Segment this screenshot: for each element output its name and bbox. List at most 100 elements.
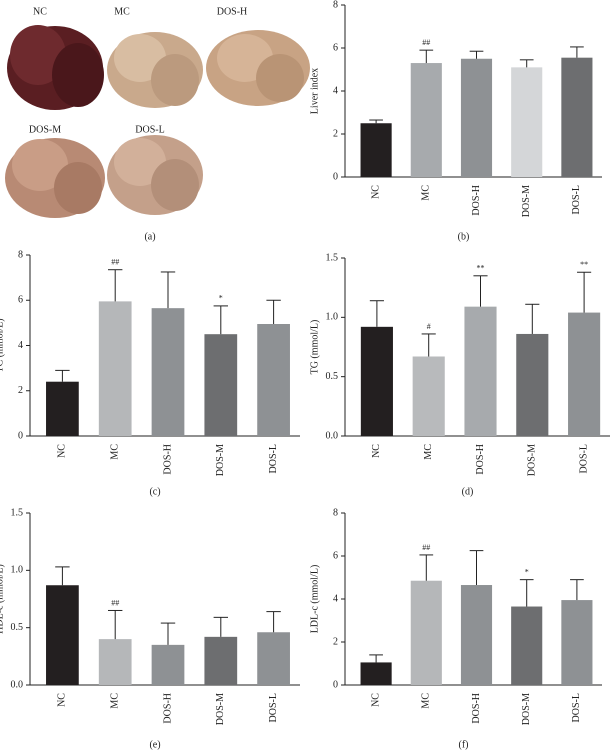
x-tick-label: MC	[423, 444, 434, 460]
photo-label: DOS-H	[217, 6, 248, 17]
x-tick-label: MC	[421, 185, 432, 201]
x-tick-label: DOS-M	[521, 693, 532, 725]
x-tick-label: DOS-L	[268, 693, 279, 722]
x-tick-label: DOS-H	[471, 185, 482, 216]
bar	[257, 324, 290, 436]
significance-label: ##	[111, 258, 119, 267]
y-tick-label: 0	[18, 430, 23, 441]
y-tick-label: 8	[333, 0, 338, 10]
y-tick-label: 4	[333, 593, 338, 604]
y-tick-label: 0.5	[11, 622, 24, 633]
liver-mc	[107, 32, 203, 108]
photo-label: DOS-L	[135, 124, 164, 135]
bar	[568, 312, 601, 436]
bar	[412, 356, 445, 436]
x-tick-label: NC	[370, 693, 381, 707]
x-tick-label: DOS-L	[268, 444, 279, 473]
liver-dos-m	[5, 138, 105, 218]
bar	[151, 644, 185, 685]
y-tick-label: 0	[333, 679, 338, 690]
bar	[464, 306, 497, 436]
panel-caption: (c)	[149, 486, 160, 497]
y-tick-label: 1.5	[11, 507, 24, 518]
x-tick-label: DOS-L	[571, 185, 582, 214]
y-tick-label: 1.0	[11, 565, 24, 576]
x-tick-label: NC	[371, 444, 382, 458]
y-tick-label: 0.0	[326, 430, 339, 441]
bar	[410, 580, 442, 685]
bar	[46, 585, 79, 685]
y-tick-label: 8	[333, 507, 338, 518]
significance-label: **	[477, 264, 485, 273]
bar	[360, 326, 393, 436]
bar	[98, 639, 132, 685]
significance-label: ##	[111, 598, 119, 607]
y-tick-label: 1.5	[326, 252, 339, 263]
panel-caption: (e)	[149, 739, 160, 750]
y-tick-label: 2	[333, 128, 338, 139]
x-tick-label: DOS-M	[521, 185, 532, 217]
y-tick-label: 6	[333, 550, 338, 561]
bar	[360, 123, 392, 177]
bar	[151, 308, 185, 436]
liver-nc	[7, 25, 104, 110]
y-axis-label: HDL-c (mmol/L)	[0, 564, 5, 634]
x-tick-label: NC	[57, 693, 68, 707]
liver-photos	[5, 25, 310, 218]
significance-label: ##	[422, 543, 430, 552]
x-tick-label: MC	[109, 444, 120, 460]
photo-label: MC	[114, 6, 130, 17]
x-tick-label: NC	[57, 444, 68, 458]
y-tick-label: 4	[333, 85, 338, 96]
bar	[360, 662, 392, 685]
y-tick-label: 1.0	[326, 312, 339, 323]
y-axis-label: Liver index	[309, 68, 320, 114]
significance-label: **	[580, 260, 588, 269]
bar	[204, 334, 238, 436]
x-tick-label: DOS-L	[578, 444, 589, 473]
x-tick-label: MC	[109, 693, 120, 709]
y-tick-label: 6	[18, 295, 23, 306]
panel-caption: (d)	[462, 486, 474, 497]
x-tick-label: NC	[370, 185, 381, 199]
y-axis-label: TG (mmol/L)	[309, 320, 320, 375]
bar	[460, 58, 493, 177]
x-tick-label: DOS-H	[471, 693, 482, 724]
y-tick-label: 0.0	[11, 679, 24, 690]
panel-caption: (f)	[459, 739, 469, 750]
x-tick-label: MC	[421, 693, 432, 709]
bar	[511, 606, 543, 685]
significance-label: #	[427, 322, 431, 331]
liver-dos-l	[107, 135, 203, 215]
y-axis-label: TC (mmol/L)	[0, 318, 5, 372]
y-tick-label: 4	[18, 340, 23, 351]
panel-caption: (a)	[144, 231, 155, 242]
y-tick-label: 0	[333, 171, 338, 182]
bar	[410, 63, 442, 177]
x-tick-label: DOS-M	[215, 444, 226, 476]
y-tick-label: 2	[333, 636, 338, 647]
bar	[511, 67, 543, 177]
y-tick-label: 6	[333, 42, 338, 53]
y-tick-label: 2	[18, 385, 23, 396]
bar	[561, 600, 593, 685]
x-tick-label: DOS-L	[571, 693, 582, 722]
liver-dos-h	[206, 30, 310, 106]
x-tick-label: DOS-M	[527, 444, 538, 476]
photo-label: DOS-M	[29, 124, 61, 135]
bar	[516, 333, 549, 436]
y-tick-label: 8	[18, 249, 23, 260]
bar	[46, 381, 79, 436]
significance-label: *	[219, 294, 223, 303]
photo-label: NC	[33, 6, 47, 17]
x-tick-label: DOS-H	[475, 444, 486, 475]
bar	[204, 636, 238, 685]
x-tick-label: DOS-H	[162, 444, 173, 475]
bar	[98, 301, 132, 436]
x-tick-label: DOS-H	[162, 693, 173, 724]
panel-caption: (b)	[458, 231, 470, 242]
significance-label: *	[525, 567, 529, 576]
y-tick-label: 0.5	[326, 371, 339, 382]
bar	[460, 585, 493, 685]
